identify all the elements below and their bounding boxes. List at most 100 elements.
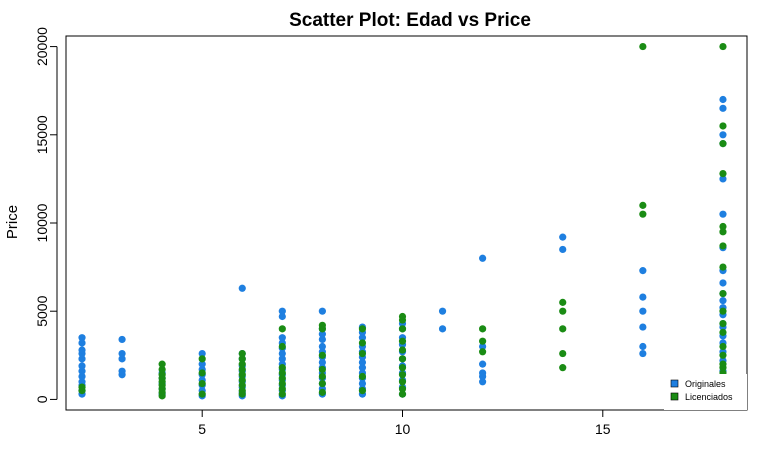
legend: Originales Licenciados xyxy=(664,374,747,410)
point-licenciados xyxy=(238,360,246,368)
point-originales xyxy=(719,297,727,305)
point-licenciados xyxy=(398,385,407,393)
point-originales xyxy=(318,335,326,344)
point-originales xyxy=(719,175,727,183)
point-originales xyxy=(318,307,326,315)
point-originales xyxy=(78,334,86,342)
point-licenciados xyxy=(318,379,326,388)
legend-swatch-originales xyxy=(670,379,679,388)
point-licenciados xyxy=(278,364,286,372)
point-originales xyxy=(719,131,727,139)
x-axis: 5 10 15 xyxy=(198,410,611,437)
point-licenciados xyxy=(238,371,246,379)
point-licenciados xyxy=(398,337,407,345)
point-licenciados xyxy=(198,355,206,363)
point-licenciados xyxy=(719,228,727,236)
y-tick-label: 5000 xyxy=(34,295,50,326)
point-licenciados xyxy=(398,325,407,333)
point-licenciados xyxy=(238,381,246,389)
point-licenciados xyxy=(278,325,286,333)
point-originales xyxy=(639,342,647,351)
point-originales xyxy=(318,342,326,351)
point-originales xyxy=(358,334,367,342)
point-originales xyxy=(639,267,647,275)
point-originales xyxy=(639,307,647,315)
point-licenciados xyxy=(198,390,206,398)
x-tick-label: 5 xyxy=(198,421,206,437)
point-licenciados xyxy=(719,289,727,298)
point-licenciados xyxy=(398,312,407,321)
x-tick-label: 15 xyxy=(595,421,611,437)
point-licenciados xyxy=(78,383,86,391)
point-originales xyxy=(278,312,286,321)
point-originales xyxy=(479,369,487,377)
point-originales xyxy=(559,245,567,254)
point-originales xyxy=(438,325,447,333)
point-licenciados xyxy=(719,170,727,178)
point-originales xyxy=(118,335,126,344)
point-licenciados xyxy=(278,379,286,388)
point-originales xyxy=(198,360,206,368)
point-licenciados xyxy=(238,355,246,363)
point-licenciados xyxy=(398,378,407,386)
plot-area-frame xyxy=(65,35,748,411)
point-licenciados xyxy=(719,122,727,130)
point-licenciados xyxy=(398,371,407,379)
x-tick-label: 10 xyxy=(395,421,411,437)
point-originales xyxy=(278,349,286,358)
point-licenciados xyxy=(318,365,326,374)
point-licenciados xyxy=(719,328,727,336)
point-licenciados xyxy=(318,321,326,329)
point-originales xyxy=(318,330,326,338)
point-licenciados xyxy=(719,351,727,359)
point-originales xyxy=(118,367,126,375)
point-originales xyxy=(639,293,647,301)
point-licenciados xyxy=(639,42,647,51)
point-originales xyxy=(318,358,326,366)
point-licenciados xyxy=(559,364,567,372)
point-licenciados xyxy=(198,379,206,388)
point-originales xyxy=(559,233,567,241)
point-originales xyxy=(78,339,86,347)
chart-title: Scatter Plot: Edad vs Price xyxy=(289,10,531,31)
point-licenciados xyxy=(158,365,166,374)
point-licenciados xyxy=(358,339,367,347)
point-licenciados xyxy=(278,385,286,393)
point-originales xyxy=(238,284,246,292)
point-originales xyxy=(78,378,86,386)
data-points xyxy=(78,42,727,400)
point-licenciados xyxy=(719,42,727,51)
point-originales xyxy=(278,334,286,342)
point-originales xyxy=(358,358,367,366)
y-axis: 0 5000 10000 15000 20000 xyxy=(34,27,58,403)
point-licenciados xyxy=(358,372,367,381)
point-licenciados xyxy=(719,242,727,250)
point-originales xyxy=(479,360,487,368)
legend-swatch-licenciados xyxy=(670,392,679,401)
point-licenciados xyxy=(358,386,367,395)
point-licenciados xyxy=(238,376,246,384)
point-licenciados xyxy=(719,307,727,315)
point-originales xyxy=(78,355,86,363)
point-licenciados xyxy=(358,325,367,333)
point-licenciados xyxy=(398,346,407,354)
point-licenciados xyxy=(158,360,166,368)
point-originales xyxy=(358,364,367,372)
point-licenciados xyxy=(278,369,286,377)
point-licenciados xyxy=(719,263,727,271)
point-licenciados xyxy=(719,319,727,328)
y-tick-label: 20000 xyxy=(34,27,50,66)
y-tick-label: 0 xyxy=(34,395,50,403)
legend-label-originales: Originales xyxy=(685,379,726,389)
point-originales xyxy=(198,349,206,358)
point-licenciados xyxy=(238,349,246,358)
point-licenciados xyxy=(719,140,727,148)
point-licenciados xyxy=(639,201,647,209)
point-licenciados xyxy=(318,351,326,359)
point-originales xyxy=(719,104,727,112)
point-originales xyxy=(78,346,86,354)
point-originales xyxy=(719,210,727,218)
point-licenciados xyxy=(479,325,487,333)
point-licenciados xyxy=(639,210,647,218)
point-licenciados xyxy=(719,342,727,351)
